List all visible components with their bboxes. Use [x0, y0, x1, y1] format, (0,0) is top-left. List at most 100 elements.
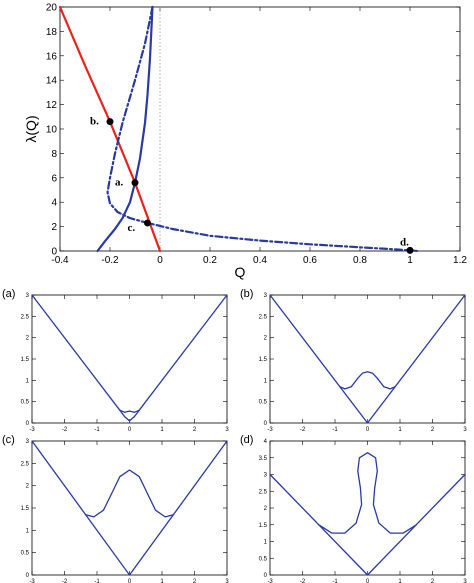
y-tick-label: 2 — [26, 484, 30, 490]
point-label: b. — [90, 116, 99, 128]
x-tick-label: 2 — [193, 579, 197, 583]
y-tick-label: 10 — [46, 125, 58, 136]
y-tick-label: 20 — [46, 3, 58, 14]
x-tick-label: 0.4 — [253, 255, 267, 266]
y-tick-label: 2.5 — [21, 461, 30, 467]
y-tick-label: 3.5 — [259, 456, 268, 462]
y-tick-label: 4 — [264, 439, 268, 445]
x-tick-label: 0 — [157, 255, 163, 266]
x-tick-label: 0 — [128, 579, 132, 583]
point-label: c. — [128, 222, 136, 234]
y-tick-label: 3 — [264, 293, 268, 299]
y-tick-label: 0 — [51, 247, 57, 258]
y-tick-label: 0 — [26, 573, 30, 579]
x-tick-label: -1 — [332, 579, 338, 583]
series-line-2 — [84, 469, 175, 518]
y-tick-label: 4 — [51, 198, 57, 209]
y-tick-label: 0 — [26, 421, 30, 427]
series-line-1 — [31, 294, 228, 413]
y-tick-label: 1.5 — [21, 357, 30, 363]
x-tick-label: 1 — [407, 255, 413, 266]
subplot-b: -3 -2 -1 0 1 2 3 0 0.5 1 1.5 2 2.5 3 (b) — [240, 288, 467, 433]
axes-frame — [269, 294, 466, 424]
y-tick-label: 2.5 — [259, 314, 268, 320]
axes-frame — [269, 440, 466, 576]
x-tick-label: 2 — [431, 427, 435, 433]
x-tick-label: 2 — [193, 427, 197, 433]
x-tick-label: -0.2 — [101, 255, 119, 266]
x-tick-label: 1 — [398, 427, 402, 433]
series-line-2 — [339, 371, 396, 390]
x-axis-label: Q — [235, 264, 246, 280]
series-line-2 — [318, 452, 417, 534]
y-tick-label: 2 — [264, 506, 268, 512]
x-tick-label: -2 — [62, 427, 68, 433]
x-tick-label: 0 — [366, 579, 370, 583]
y-tick-label: 2.5 — [21, 314, 30, 320]
x-tick-label: 0.6 — [303, 255, 317, 266]
y-axis-label: λ(Q) — [23, 115, 39, 142]
x-tick-label: -1 — [94, 579, 100, 583]
x-tick-label: 1 — [398, 579, 402, 583]
subplot-a: -3 -2 -1 0 1 2 3 0 0.5 1 1.5 2 2.5 3 (a) — [2, 288, 229, 433]
y-tick-label: 2.5 — [259, 489, 268, 495]
y-tick-label: 0 — [264, 573, 268, 579]
axes-frame — [31, 440, 228, 576]
x-tick-label: 1.2 — [453, 255, 467, 266]
x-tick-label: 0.8 — [353, 255, 367, 266]
y-tick-label: 0 — [264, 421, 268, 427]
y-tick-label: 3 — [26, 439, 30, 445]
y-tick-label: 1 — [264, 540, 268, 546]
panel-label: (b) — [240, 288, 253, 300]
y-tick-label: 2 — [264, 336, 268, 342]
y-tick-label: 1 — [264, 378, 268, 384]
x-tick-label: -1 — [332, 427, 338, 433]
series-line-1 — [269, 294, 466, 424]
point-label: d. — [400, 236, 409, 248]
y-tick-label: 1.5 — [259, 523, 268, 529]
x-tick-label: 0 — [128, 427, 132, 433]
y-tick-label: 1 — [26, 378, 30, 384]
x-tick-label: -3 — [267, 427, 273, 433]
y-tick-label: 0.5 — [259, 556, 268, 562]
x-tick-label: 3 — [463, 579, 467, 583]
series-line-1 — [269, 473, 466, 576]
x-tick-label: 1 — [160, 427, 164, 433]
y-tick-label: 1.5 — [21, 506, 30, 512]
point-marker — [106, 118, 114, 126]
point-marker — [131, 179, 139, 187]
x-tick-label: 3 — [225, 427, 229, 433]
y-tick-label: 16 — [46, 51, 58, 62]
x-tick-label: -2 — [300, 427, 306, 433]
y-tick-label: 1 — [26, 528, 30, 534]
y-tick-label: 14 — [46, 76, 58, 87]
y-tick-label: 0.5 — [259, 400, 268, 406]
series-line-1 — [31, 440, 228, 576]
x-tick-label: 3 — [463, 427, 467, 433]
panel-label: (a) — [2, 288, 15, 300]
y-tick-label: 0.5 — [21, 551, 30, 557]
x-tick-label: 3 — [225, 579, 229, 583]
series-line-3 — [106, 5, 419, 253]
x-tick-label: -2 — [300, 579, 306, 583]
main-plot: -0.4 -0.2 0 0.2 0.4 0.6 0.8 1 1.2 0 2 4 6 8 10 12 14 16 18… — [23, 3, 467, 281]
y-tick-label: 12 — [46, 100, 58, 111]
x-tick-label: -2 — [62, 579, 68, 583]
point-marker — [144, 219, 151, 227]
axes-frame — [31, 294, 228, 424]
panel-label: (d) — [240, 434, 253, 446]
subplot-d: -3 -2 -1 0 1 2 3 0 0.5 1 1.5 2 2.5 3 3.5 4 (d) — [240, 434, 467, 583]
x-tick-label: -3 — [29, 579, 35, 583]
panel-label: (c) — [2, 434, 15, 446]
x-tick-label: -3 — [267, 579, 273, 583]
series-line-2 — [119, 409, 140, 422]
y-tick-label: 1.5 — [259, 357, 268, 363]
point-marker — [406, 246, 414, 254]
y-tick-label: 8 — [51, 149, 57, 160]
y-tick-label: 2 — [26, 336, 30, 342]
point-label: a. — [115, 177, 124, 189]
x-tick-label: -1 — [94, 427, 100, 433]
x-tick-label: 0 — [366, 427, 370, 433]
y-tick-label: 3 — [264, 473, 268, 479]
